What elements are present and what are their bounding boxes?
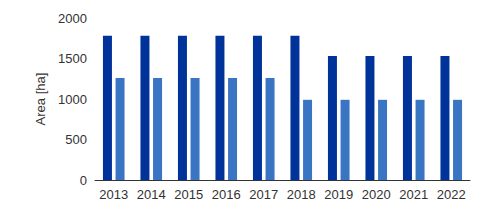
svg-text:2016: 2016 <box>212 187 241 202</box>
svg-text:2022: 2022 <box>437 187 466 202</box>
svg-text:1000: 1000 <box>58 92 87 107</box>
svg-text:500: 500 <box>65 132 87 147</box>
svg-text:2018: 2018 <box>287 187 316 202</box>
svg-text:2000: 2000 <box>58 11 87 26</box>
svg-text:2017: 2017 <box>249 187 278 202</box>
svg-text:2013: 2013 <box>99 187 128 202</box>
svg-text:1500: 1500 <box>58 51 87 66</box>
svg-text:2014: 2014 <box>137 187 166 202</box>
svg-text:2019: 2019 <box>324 187 353 202</box>
svg-text:Area [ha]: Area [ha] <box>33 73 48 126</box>
svg-text:2015: 2015 <box>174 187 203 202</box>
svg-text:0: 0 <box>80 173 87 188</box>
svg-text:2021: 2021 <box>399 187 428 202</box>
svg-text:2020: 2020 <box>362 187 391 202</box>
